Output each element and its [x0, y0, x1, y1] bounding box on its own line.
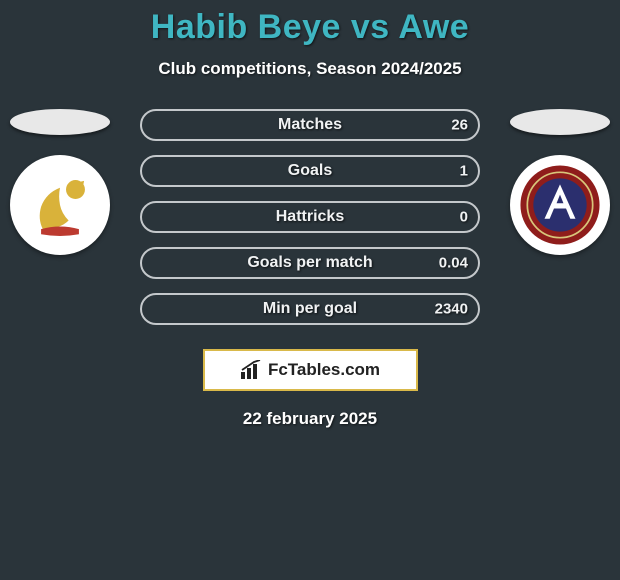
- stat-label: Goals: [288, 162, 332, 180]
- content-area: Matches 26 Goals 1 Hattricks 0 Goals per match…: [0, 109, 620, 429]
- brand-chart-icon: [240, 360, 262, 380]
- stat-right-value: 2340: [435, 301, 468, 318]
- accrington-stanley-badge-svg: [517, 162, 603, 248]
- page-subtitle: Club competitions, Season 2024/2025: [0, 59, 620, 79]
- left-player-column: [0, 109, 120, 255]
- stat-row: Goals per match 0.04: [140, 247, 480, 279]
- stat-label: Min per goal: [263, 300, 357, 318]
- stat-row: Goals 1: [140, 155, 480, 187]
- stat-row: Hattricks 0: [140, 201, 480, 233]
- doncaster-rovers-badge-svg: [17, 162, 103, 248]
- stat-row: Matches 26: [140, 109, 480, 141]
- stat-right-value: 1: [460, 163, 468, 180]
- stats-list: Matches 26 Goals 1 Hattricks 0 Goals per match…: [140, 109, 480, 325]
- right-club-badge: [510, 155, 610, 255]
- stat-label: Matches: [278, 116, 342, 134]
- stat-right-value: 0.04: [439, 255, 468, 272]
- stat-label: Goals per match: [247, 254, 372, 272]
- stat-row: Min per goal 2340: [140, 293, 480, 325]
- infographic-root: Habib Beye vs Awe Club competitions, Sea…: [0, 0, 620, 429]
- right-ellipse-shadow: [510, 109, 610, 135]
- date-label: 22 february 2025: [0, 409, 620, 429]
- left-club-badge: [10, 155, 110, 255]
- left-ellipse-shadow: [10, 109, 110, 135]
- stat-label: Hattricks: [276, 208, 344, 226]
- right-player-column: [500, 109, 620, 255]
- brand-text: FcTables.com: [268, 360, 380, 380]
- stat-right-value: 0: [460, 209, 468, 226]
- stat-right-value: 26: [451, 117, 468, 134]
- page-title: Habib Beye vs Awe: [0, 8, 620, 47]
- brand-box: FcTables.com: [203, 349, 418, 391]
